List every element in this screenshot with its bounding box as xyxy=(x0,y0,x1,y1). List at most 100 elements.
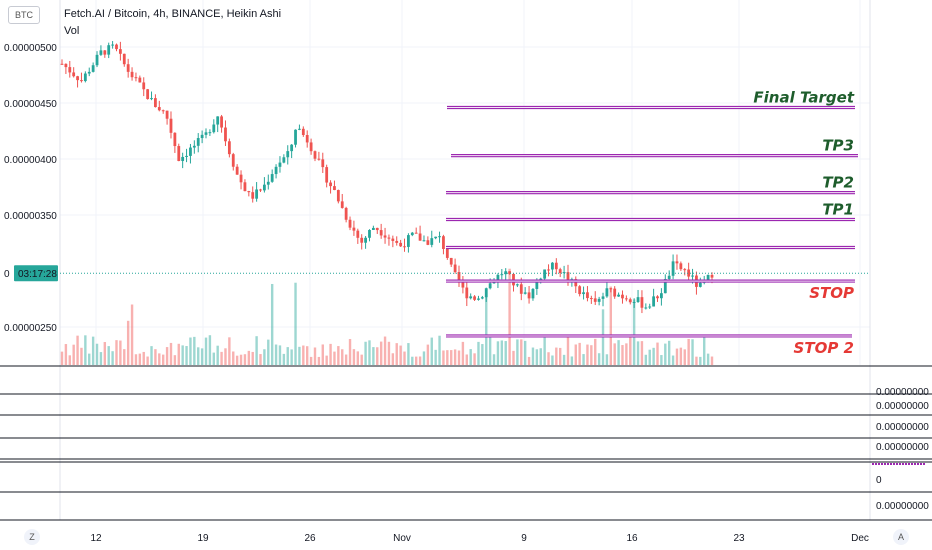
volume-label: Vol xyxy=(64,25,80,37)
candle-body xyxy=(387,237,391,239)
candle-body xyxy=(200,134,204,139)
candle-body xyxy=(173,132,177,147)
volume-bar xyxy=(111,351,114,365)
candle-body xyxy=(426,240,430,245)
level-label: TP2 xyxy=(822,174,854,192)
candle-body xyxy=(407,235,410,247)
volume-bar xyxy=(562,354,566,365)
candle-body xyxy=(535,282,539,289)
candle-body xyxy=(675,261,679,264)
candle-body xyxy=(566,272,570,281)
candle-body xyxy=(589,298,593,300)
candle-body xyxy=(434,236,438,239)
candle-body xyxy=(64,63,68,68)
candle-body xyxy=(687,269,691,277)
candle-body xyxy=(157,107,161,111)
volume-bar xyxy=(282,353,286,365)
candle-body xyxy=(613,288,617,297)
volume-bar xyxy=(329,343,332,365)
volume-bar xyxy=(485,290,488,365)
volume-bar xyxy=(671,355,675,365)
volume-bar xyxy=(648,349,651,365)
volume-bar xyxy=(126,320,130,365)
candle-body xyxy=(438,236,441,238)
candle-body xyxy=(640,297,644,308)
x-tick-label: 23 xyxy=(733,533,745,544)
volume-bar xyxy=(224,348,227,365)
volume-bar xyxy=(430,337,433,365)
volume-bar xyxy=(496,341,500,365)
candle-body xyxy=(150,98,153,100)
candle-body xyxy=(449,257,453,265)
volume-bar xyxy=(566,335,570,365)
x-tick-label: 19 xyxy=(197,533,209,544)
candle-body xyxy=(146,89,150,100)
candle-body xyxy=(368,229,371,238)
candle-body xyxy=(527,292,531,299)
candle-body xyxy=(309,142,313,152)
candle-body xyxy=(488,283,492,289)
volume-bar xyxy=(703,335,706,365)
volume-bar xyxy=(609,286,613,365)
candle-body xyxy=(586,292,589,299)
volume-bar xyxy=(664,343,667,365)
time-axis[interactable]: 12 19 26 Nov 9 16 23 Dec xyxy=(90,533,868,544)
volume-bar xyxy=(115,340,118,365)
price-axis[interactable]: 0.00000500 0.00000450 0.00000400 0.00000350… xyxy=(4,43,870,334)
indicator-value: 0.00000000 xyxy=(876,387,929,398)
volume-bar xyxy=(294,282,297,365)
volume-bar xyxy=(138,353,142,365)
x-tick-label: Nov xyxy=(393,533,411,544)
candle-body xyxy=(663,279,667,294)
volume-bar xyxy=(407,343,410,365)
volume-bar xyxy=(477,341,480,365)
candle-body xyxy=(500,274,504,276)
volume-bar xyxy=(60,351,64,365)
volume-bar xyxy=(103,342,107,365)
candle-body xyxy=(710,274,714,278)
volume-bar xyxy=(360,354,363,365)
y-tick-label: 0.00000400 xyxy=(4,155,57,166)
candle-body xyxy=(422,240,426,242)
volume-bar xyxy=(88,353,91,365)
auto-scale-button[interactable]: A xyxy=(893,529,909,545)
candle-body xyxy=(270,174,274,182)
candle-body xyxy=(68,67,72,73)
candle-body xyxy=(706,274,710,281)
candle-body xyxy=(321,159,325,168)
volume-bar xyxy=(488,336,492,365)
volume-bar xyxy=(344,354,348,365)
volume-bar xyxy=(95,343,99,365)
y-tick-label: 0.00000500 xyxy=(4,43,57,54)
candle-body xyxy=(403,246,406,248)
volume-bar xyxy=(243,354,247,365)
volume-bar xyxy=(570,356,574,365)
candle-body xyxy=(465,287,469,299)
volume-bar xyxy=(644,354,648,365)
volume-bar xyxy=(154,349,157,365)
volume-bar xyxy=(453,349,457,365)
volume-bar xyxy=(465,354,468,365)
candle-body xyxy=(103,50,107,55)
volume-bar xyxy=(629,335,632,365)
volume-bar xyxy=(625,343,628,365)
volume-bar xyxy=(274,344,278,365)
volume-bar xyxy=(64,344,68,365)
candle-body xyxy=(379,230,383,236)
horizontal-levels[interactable]: Final Target TP3 TP2 TP1 STOP STOP 2 xyxy=(446,88,858,357)
volume-bar xyxy=(691,339,694,365)
volume-bar xyxy=(508,268,511,365)
volume-bar xyxy=(333,351,336,365)
candle-body xyxy=(298,128,301,130)
volume-bar xyxy=(660,355,663,365)
volume-bar xyxy=(337,346,340,365)
candle-body xyxy=(91,65,95,72)
volume-bar xyxy=(457,350,461,365)
log-scale-button[interactable]: Z xyxy=(24,529,40,545)
symbol-badge[interactable]: BTC xyxy=(8,6,40,24)
candle-body xyxy=(660,293,663,299)
candle-body xyxy=(364,237,367,243)
volume-bar xyxy=(683,349,686,365)
volume-bar xyxy=(543,336,546,365)
